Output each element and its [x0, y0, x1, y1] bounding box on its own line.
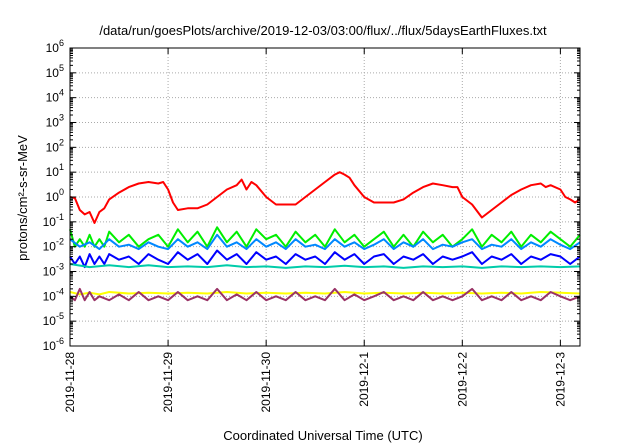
x-tick-label: 2019-11-30	[259, 352, 273, 413]
y-tick-label: 106	[46, 38, 64, 55]
y-tick-label: 10-5	[43, 311, 64, 328]
series-line-6	[69, 291, 581, 296]
y-axis: 10-6 10-5 10-4 10-3 10-2 10-1 100 101 102 103 104 1…	[43, 38, 580, 353]
x-tick-label: 2019-11-29	[161, 352, 175, 413]
x-axis-label: Coordinated Universal Time (UTC)	[223, 428, 422, 443]
y-tick-label: 10-6	[43, 336, 64, 353]
x-tick-label: 2019-12-3	[553, 352, 567, 407]
y-tick-label: 101	[46, 162, 64, 179]
grid	[70, 48, 580, 346]
y-tick-label: 10-2	[43, 237, 64, 254]
y-tick-label: 10-1	[43, 212, 64, 229]
y-tick-label: 104	[46, 88, 64, 105]
y-axis-label: protons/cm²-s-sr-MeV	[15, 135, 30, 261]
y-tick-label: 10-3	[43, 262, 64, 279]
y-tick-label: 100	[46, 187, 64, 204]
x-axis: 2019-11-28 2019-11-29 2019-11-30 2019-12-1 2…	[63, 48, 567, 413]
series-line-5	[69, 263, 581, 269]
x-tick-label: 2019-12-1	[357, 352, 371, 407]
x-tick-label: 2019-11-28	[63, 352, 77, 413]
y-tick-label: 103	[46, 113, 64, 130]
y-tick-label: 105	[46, 63, 64, 80]
series-line-3	[69, 233, 581, 251]
series-line-1	[69, 171, 581, 224]
series-line-7	[69, 287, 581, 302]
series-line-4	[69, 249, 581, 269]
chart-title: /data/run/goesPlots/archive/2019-12-03/0…	[99, 23, 547, 38]
series-line-2	[69, 226, 581, 248]
y-tick-label: 102	[46, 137, 64, 154]
x-tick-label: 2019-12-2	[455, 352, 469, 407]
plot-area	[69, 171, 581, 302]
y-tick-label: 10-4	[43, 286, 64, 303]
